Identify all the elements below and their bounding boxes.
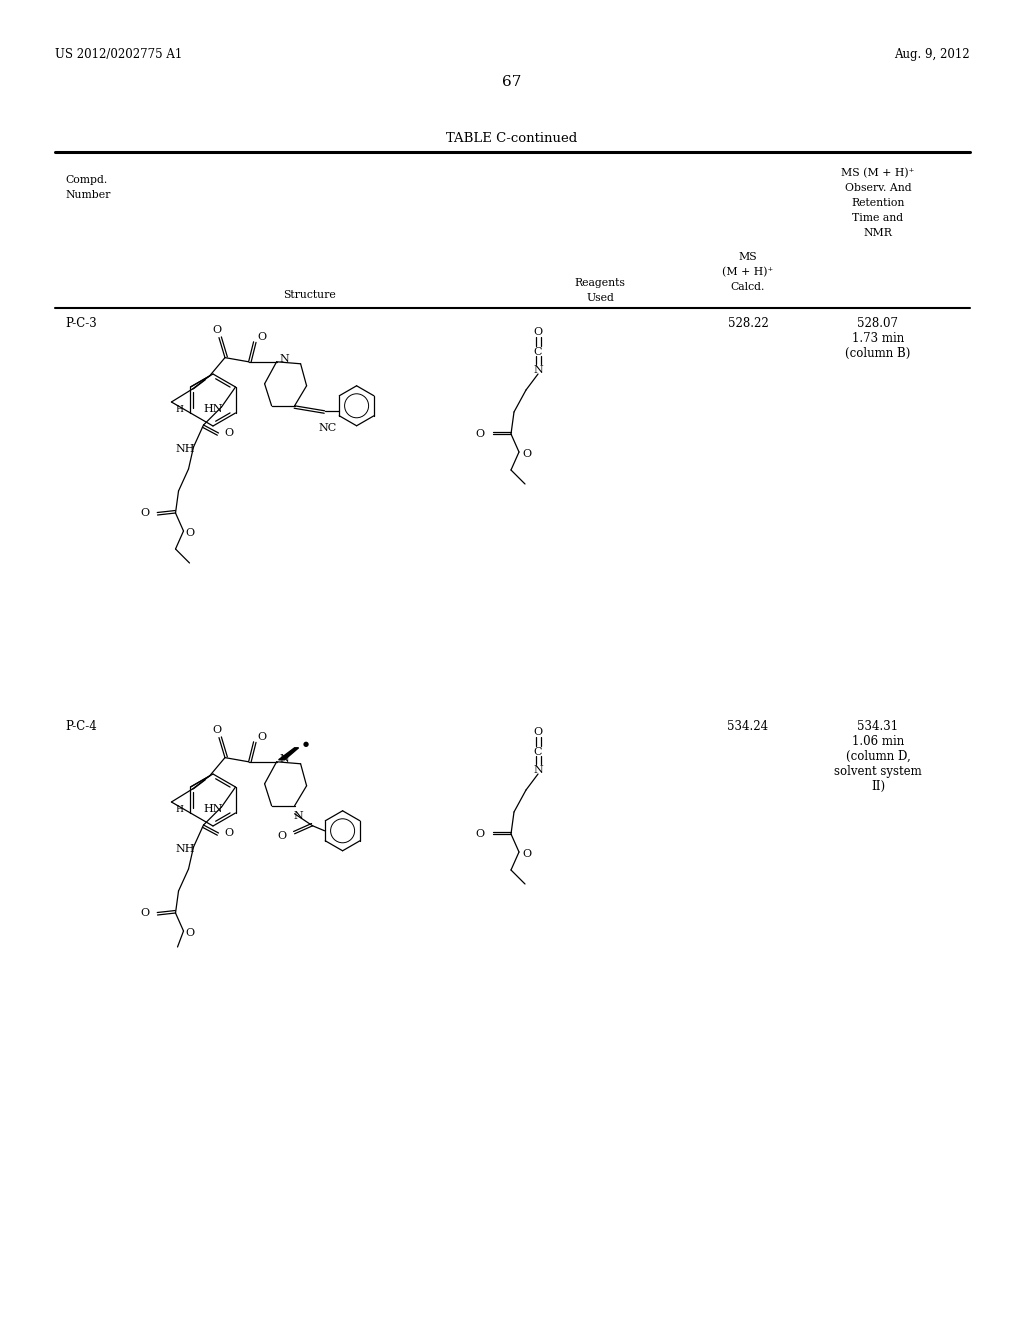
Text: O: O — [534, 327, 543, 337]
Text: Used: Used — [586, 293, 614, 304]
Text: O: O — [476, 829, 485, 840]
Text: O: O — [224, 828, 233, 838]
Text: P-C-3: P-C-3 — [65, 317, 96, 330]
Text: O: O — [140, 508, 150, 517]
Text: H: H — [175, 405, 183, 414]
Text: 534.24: 534.24 — [727, 719, 769, 733]
Text: Observ. And: Observ. And — [845, 183, 911, 193]
Text: solvent system: solvent system — [835, 766, 922, 777]
Text: O: O — [212, 325, 221, 334]
Text: Calcd.: Calcd. — [731, 282, 765, 292]
Text: US 2012/0202775 A1: US 2012/0202775 A1 — [55, 48, 182, 61]
Text: H: H — [175, 805, 183, 814]
Text: NMR: NMR — [863, 228, 893, 238]
Text: C: C — [534, 347, 543, 356]
Text: N: N — [534, 366, 543, 375]
Text: II): II) — [871, 780, 885, 793]
Text: N: N — [280, 354, 290, 364]
Text: (column B): (column B) — [846, 347, 910, 360]
Text: Reagents: Reagents — [574, 279, 626, 288]
Text: O: O — [185, 928, 195, 939]
Text: NH: NH — [175, 843, 195, 854]
Text: O: O — [522, 449, 531, 459]
Text: O: O — [278, 830, 287, 841]
Text: N: N — [280, 754, 290, 764]
Text: Compd.: Compd. — [65, 176, 108, 185]
Text: (column D,: (column D, — [846, 750, 910, 763]
Text: 528.22: 528.22 — [728, 317, 768, 330]
Text: HN: HN — [204, 804, 223, 814]
Text: TABLE C-continued: TABLE C-continued — [446, 132, 578, 145]
Text: O: O — [185, 528, 195, 539]
Text: N: N — [534, 766, 543, 775]
Text: O: O — [522, 849, 531, 859]
Text: Time and: Time and — [852, 213, 903, 223]
Text: Number: Number — [65, 190, 111, 201]
Text: P-C-4: P-C-4 — [65, 719, 96, 733]
Text: NH: NH — [175, 444, 195, 454]
Text: 534.31: 534.31 — [857, 719, 899, 733]
Text: O: O — [140, 908, 150, 917]
Text: O: O — [534, 727, 543, 737]
Polygon shape — [279, 748, 299, 760]
Text: Structure: Structure — [284, 290, 336, 300]
Text: MS: MS — [738, 252, 758, 261]
Text: 67: 67 — [503, 75, 521, 88]
Text: N: N — [294, 810, 303, 821]
Text: Retention: Retention — [851, 198, 904, 209]
Text: NC: NC — [318, 422, 337, 433]
Text: 1.06 min: 1.06 min — [852, 735, 904, 748]
Text: HN: HN — [204, 404, 223, 414]
Text: MS (M + H)⁺: MS (M + H)⁺ — [842, 168, 914, 178]
Text: Aug. 9, 2012: Aug. 9, 2012 — [894, 48, 970, 61]
Text: 1.73 min: 1.73 min — [852, 333, 904, 345]
Text: O: O — [224, 428, 233, 438]
Text: 528.07: 528.07 — [857, 317, 898, 330]
Text: C: C — [534, 747, 543, 756]
Text: O: O — [257, 331, 266, 342]
Text: (M + H)⁺: (M + H)⁺ — [722, 267, 773, 277]
Text: ●: ● — [303, 739, 308, 748]
Text: O: O — [212, 725, 221, 735]
Text: O: O — [257, 731, 266, 742]
Text: O: O — [476, 429, 485, 440]
